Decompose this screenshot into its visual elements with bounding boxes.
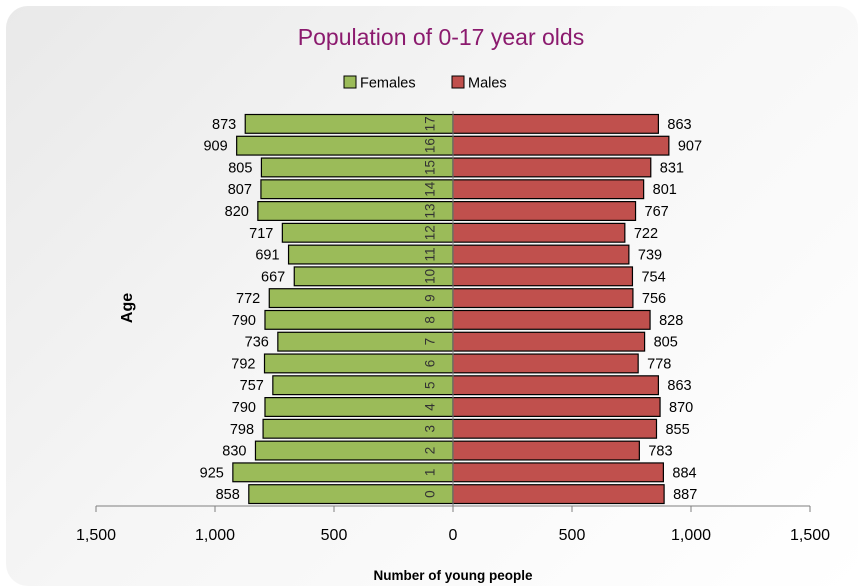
legend-label-females: Females [360, 76, 416, 92]
value-label-females-age-16: 909 [203, 139, 227, 155]
age-label-6: 6 [423, 360, 438, 368]
bar-males-age-6 [452, 353, 639, 374]
bar-males-age-10 [452, 266, 634, 287]
value-label-females-age-15: 805 [228, 160, 252, 176]
age-label-2: 2 [423, 447, 438, 455]
value-label-females-age-9: 772 [236, 291, 260, 307]
value-label-females-age-17: 873 [212, 117, 236, 133]
value-label-males-age-17: 863 [667, 117, 691, 133]
x-tick-label: 500 [559, 527, 586, 544]
x-tick-label: 1,500 [76, 527, 116, 544]
bar-males-age-1 [452, 462, 664, 483]
value-label-males-age-10: 754 [641, 269, 665, 285]
bar-males-age-4 [452, 397, 661, 417]
age-label-14: 14 [423, 181, 438, 197]
value-label-males-age-7: 805 [654, 335, 678, 351]
bar-females-age-1 [232, 462, 454, 483]
age-label-4: 4 [423, 403, 438, 411]
value-label-females-age-12: 717 [249, 226, 273, 242]
bar-males-age-11 [452, 244, 630, 265]
value-label-females-age-8: 790 [232, 313, 256, 329]
age-label-9: 9 [423, 294, 438, 302]
bar-males-age-12 [452, 222, 626, 243]
age-label-13: 13 [423, 203, 438, 218]
value-label-males-age-8: 828 [659, 313, 683, 329]
bar-males-age-5 [452, 375, 659, 396]
value-label-females-age-1: 925 [200, 465, 224, 481]
value-label-males-age-12: 722 [634, 226, 658, 242]
bar-males-age-13 [452, 201, 637, 221]
chart-legend: Females Males [343, 75, 507, 92]
x-tick-label: 500 [321, 527, 348, 544]
value-label-males-age-0: 887 [673, 487, 697, 503]
value-label-males-age-9: 756 [642, 291, 666, 307]
x-tick-label: 1,500 [790, 527, 830, 544]
x-tick-label: 1,000 [671, 527, 711, 544]
value-label-females-age-13: 820 [225, 204, 249, 220]
bar-males-age-16 [452, 135, 670, 156]
value-label-females-age-2: 830 [222, 444, 246, 460]
legend-swatch-females [343, 75, 357, 89]
x-axis-title: Number of young people [373, 568, 532, 583]
value-label-males-age-15: 831 [660, 160, 684, 176]
x-tick-label: 1,000 [195, 527, 235, 544]
age-label-8: 8 [423, 316, 438, 324]
age-label-7: 7 [423, 338, 438, 346]
value-label-females-age-4: 790 [232, 400, 256, 416]
value-label-females-age-5: 757 [240, 378, 264, 394]
age-label-15: 15 [423, 160, 438, 175]
age-label-17: 17 [423, 116, 438, 131]
value-label-females-age-11: 691 [255, 248, 279, 264]
bar-males-age-2 [452, 440, 640, 461]
age-label-3: 3 [423, 425, 438, 433]
age-label-11: 11 [423, 248, 438, 262]
value-label-females-age-3: 798 [230, 422, 254, 438]
bar-males-age-3 [452, 418, 658, 439]
value-label-females-age-0: 858 [216, 487, 240, 503]
value-label-males-age-14: 801 [653, 182, 677, 198]
value-label-males-age-3: 855 [665, 422, 689, 438]
bar-males-age-15 [452, 157, 652, 178]
bars-group [232, 113, 670, 505]
age-label-10: 10 [423, 269, 438, 284]
x-tick-label: 0 [449, 527, 458, 544]
legend-swatch-males [451, 75, 465, 89]
value-label-males-age-11: 739 [638, 248, 662, 264]
bar-males-age-9 [452, 288, 634, 309]
value-label-females-age-10: 667 [261, 269, 285, 285]
value-label-males-age-1: 884 [672, 465, 696, 481]
bar-males-age-17 [452, 113, 659, 134]
chart-title: Population of 0-17 year olds [298, 24, 584, 50]
value-label-males-age-4: 870 [669, 400, 693, 416]
bar-males-age-7 [452, 331, 646, 352]
legend-label-males: Males [468, 76, 507, 92]
bar-males-age-8 [452, 309, 651, 330]
value-label-males-age-2: 783 [648, 444, 672, 460]
value-label-males-age-5: 863 [667, 378, 691, 394]
value-label-females-age-6: 792 [231, 356, 255, 372]
x-axis: 1,500 1,000 500 0 500 1,000 1,500 [76, 111, 830, 544]
y-axis-title: Age [119, 293, 136, 323]
value-label-males-age-13: 767 [645, 204, 669, 220]
age-label-1: 1 [423, 469, 438, 477]
value-label-males-age-16: 907 [678, 139, 702, 155]
age-label-0: 0 [423, 490, 438, 498]
age-label-12: 12 [423, 225, 438, 240]
value-label-males-age-6: 778 [647, 356, 671, 372]
bar-males-age-0 [452, 484, 665, 505]
age-label-16: 16 [423, 138, 438, 153]
bar-females-age-16 [236, 135, 454, 156]
age-label-5: 5 [423, 381, 438, 389]
value-label-females-age-14: 807 [228, 182, 252, 198]
value-label-females-age-7: 736 [245, 335, 269, 351]
bar-males-age-14 [452, 179, 645, 200]
